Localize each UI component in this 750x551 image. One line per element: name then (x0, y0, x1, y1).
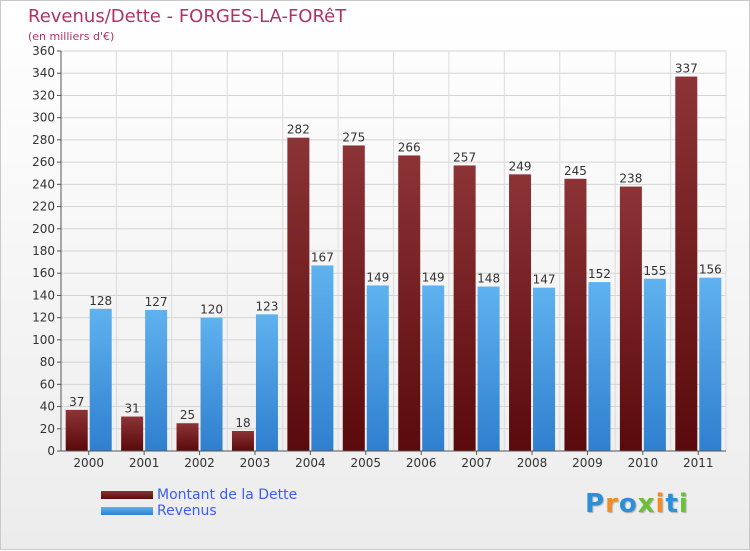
bar-debt (231, 431, 254, 451)
x-tick-label: 2010 (628, 456, 659, 470)
data-label-revenue: 147 (533, 273, 556, 287)
bar-revenue (643, 278, 666, 451)
y-tick-label: 20 (40, 422, 55, 436)
data-label-revenue: 128 (89, 294, 112, 308)
bar-revenue (699, 277, 722, 451)
data-label-revenue: 127 (145, 295, 168, 309)
y-tick-label: 120 (32, 311, 55, 325)
y-tick-label: 240 (32, 177, 55, 191)
y-tick-label: 140 (32, 288, 55, 302)
chart-title: Revenus/Dette - FORGES-LA-FORêT (28, 6, 347, 27)
data-label-debt: 37 (69, 395, 84, 409)
bar-debt (287, 137, 310, 451)
x-tick-label: 2007 (461, 456, 492, 470)
y-tick-label: 200 (32, 222, 55, 236)
x-tick-label: 2011 (683, 456, 714, 470)
bar-debt (619, 186, 642, 452)
x-tick-label: 2003 (240, 456, 271, 470)
y-tick-label: 160 (32, 266, 55, 280)
y-tick-label: 360 (32, 44, 55, 58)
data-label-revenue: 148 (477, 272, 500, 286)
y-tick-label: 80 (40, 355, 55, 369)
bar-revenue (422, 285, 445, 451)
bar-debt (453, 165, 476, 451)
legend-swatch-debt (101, 491, 153, 499)
data-label-debt: 282 (287, 123, 310, 137)
data-label-revenue: 120 (200, 303, 223, 317)
bar-debt (121, 416, 144, 451)
logo-letter: o (618, 489, 638, 519)
bar-debt (675, 76, 698, 452)
y-tick-label: 40 (40, 400, 55, 414)
data-label-revenue: 149 (366, 270, 389, 284)
data-label-debt: 266 (398, 140, 421, 154)
data-label-revenue: 167 (311, 250, 334, 264)
bar-revenue (311, 265, 334, 451)
bar-revenue (145, 309, 168, 451)
x-tick-label: 2009 (572, 456, 603, 470)
bar-revenue (200, 317, 223, 451)
chart-subtitle: (en milliers d'€) (28, 30, 115, 43)
data-label-debt: 249 (509, 159, 532, 173)
y-tick-label: 340 (32, 66, 55, 80)
data-label-debt: 257 (453, 150, 476, 164)
y-tick-label: 300 (32, 111, 55, 125)
x-tick-label: 2000 (73, 456, 104, 470)
logo-letter: i (655, 489, 666, 519)
x-tick-label: 2002 (184, 456, 215, 470)
logo-letter: t (665, 489, 679, 519)
bar-revenue (533, 287, 556, 451)
bar-revenue (588, 282, 611, 451)
data-label-debt: 18 (235, 416, 250, 430)
bar-debt (176, 423, 199, 451)
bar-debt (509, 174, 532, 452)
bars: 37 128 31 127 25 120 18 123 282 167 275 149 266 149 25… (65, 62, 722, 452)
y-tick-label: 60 (40, 377, 55, 391)
y-tick-label: 180 (32, 244, 55, 258)
x-tick-label: 2005 (351, 456, 382, 470)
proxiti-logo: Proxiti (585, 489, 689, 519)
bar-debt (398, 155, 421, 451)
data-label-debt: 245 (564, 164, 587, 178)
bar-revenue (255, 314, 278, 451)
data-label-debt: 25 (180, 408, 195, 422)
x-tick-label: 2006 (406, 456, 437, 470)
y-tick-label: 320 (32, 88, 55, 102)
x-tick-label: 2004 (295, 456, 326, 470)
logo-letter: i (678, 489, 689, 519)
data-label-revenue: 156 (699, 263, 722, 277)
bar-debt (342, 145, 365, 451)
legend-label-debt: Montant de la Dette (157, 487, 298, 503)
bar-revenue (89, 308, 112, 451)
logo-letter: x (637, 489, 656, 519)
bar-debt (65, 409, 88, 451)
axes: 0 20 40 60 80 100 120 140 160 180 200 220 240 260 280 3… (32, 44, 726, 470)
data-label-debt: 275 (342, 130, 365, 144)
y-tick-label: 280 (32, 133, 55, 147)
x-tick-label: 2008 (517, 456, 548, 470)
data-label-debt: 337 (675, 62, 698, 76)
y-tick-label: 260 (32, 155, 55, 169)
data-label-revenue: 155 (643, 264, 666, 278)
legend-label-revenue: Revenus (157, 503, 217, 519)
y-tick-label: 0 (47, 444, 55, 458)
data-label-revenue: 123 (256, 299, 279, 313)
x-tick-label: 2001 (129, 456, 160, 470)
logo-letter: r (605, 489, 619, 519)
y-tick-label: 220 (32, 200, 55, 214)
data-label-revenue: 152 (588, 267, 611, 281)
data-label-revenue: 149 (422, 270, 445, 284)
bar-revenue (366, 285, 389, 451)
data-label-debt: 238 (619, 172, 642, 186)
data-label-debt: 31 (124, 402, 139, 416)
bar-debt (564, 178, 587, 451)
bar-revenue (477, 286, 500, 451)
y-tick-label: 100 (32, 333, 55, 347)
legend-swatch-revenue (101, 507, 153, 515)
logo-letter: P (585, 489, 606, 519)
